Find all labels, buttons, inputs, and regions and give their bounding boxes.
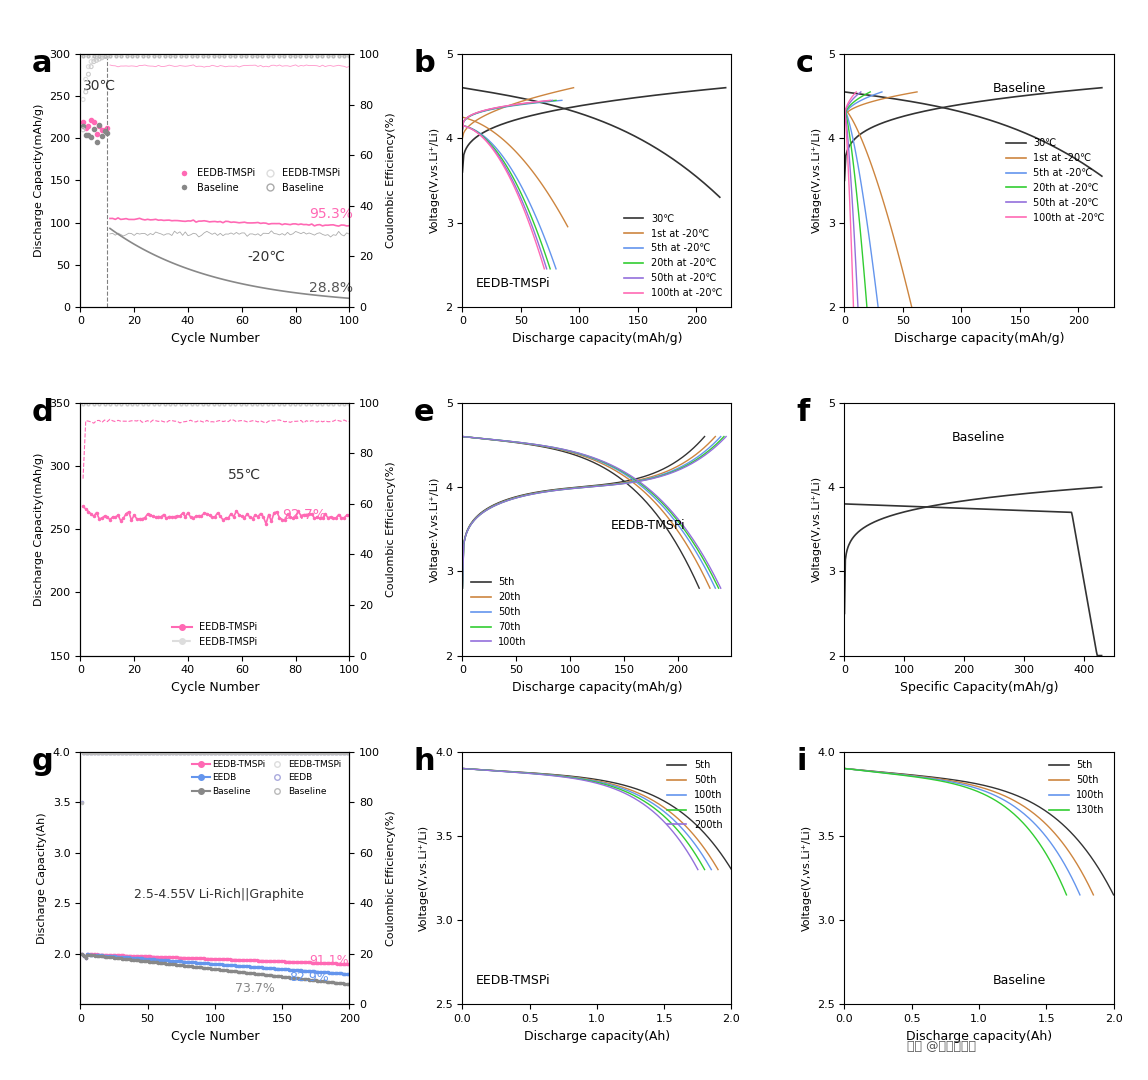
Text: h: h xyxy=(414,746,435,775)
Legend: 5th, 50th, 100th, 130th: 5th, 50th, 100th, 130th xyxy=(1045,756,1109,819)
Text: 95.3%: 95.3% xyxy=(309,207,352,221)
Point xyxy=(73,121,92,138)
Text: EEDB-TMSPi: EEDB-TMSPi xyxy=(476,974,551,987)
Legend: EEDB-TMSPi, EEDB, Baseline, EEDB-TMSPi, EEDB, Baseline: EEDB-TMSPi, EEDB, Baseline, EEDB-TMSPi, … xyxy=(188,756,344,799)
Text: Baseline: Baseline xyxy=(993,974,1046,987)
Y-axis label: Voltage:V,vs.Li⁺/Li): Voltage:V,vs.Li⁺/Li) xyxy=(430,476,440,582)
Point xyxy=(85,53,103,70)
Y-axis label: Discharge Capacity(mAh/g): Discharge Capacity(mAh/g) xyxy=(34,453,44,606)
Text: 知乎 @科学材料站: 知乎 @科学材料站 xyxy=(907,1040,976,1053)
Legend: EEDB-TMSPi, Baseline, EEDB-TMSPi, Baseline: EEDB-TMSPi, Baseline, EEDB-TMSPi, Baseli… xyxy=(171,164,344,197)
Text: EEDB-TMSPi: EEDB-TMSPi xyxy=(476,276,551,289)
Legend: EEDB-TMSPi, EEDB-TMSPi: EEDB-TMSPi, EEDB-TMSPi xyxy=(169,618,262,651)
Y-axis label: Discharge Capacity(Ah): Discharge Capacity(Ah) xyxy=(38,812,47,944)
Y-axis label: Voltage(V,vs.Li⁺/Li): Voltage(V,vs.Li⁺/Li) xyxy=(812,476,822,582)
Point xyxy=(77,83,95,100)
Y-axis label: Voltage(V,vs.Li⁺/Li): Voltage(V,vs.Li⁺/Li) xyxy=(430,127,440,233)
Text: g: g xyxy=(32,746,54,775)
Text: e: e xyxy=(414,397,435,427)
Point xyxy=(82,53,100,70)
Legend: 5th, 20th, 50th, 70th, 100th: 5th, 20th, 50th, 70th, 100th xyxy=(467,573,530,651)
Point xyxy=(90,48,108,65)
Y-axis label: Coulombic Efficiency(%): Coulombic Efficiency(%) xyxy=(386,112,396,248)
Point xyxy=(93,50,111,67)
Text: c: c xyxy=(796,49,814,78)
Text: b: b xyxy=(414,49,436,78)
Point xyxy=(77,70,95,87)
Text: 55℃: 55℃ xyxy=(228,468,262,482)
Legend: 30℃, 1st at -20℃, 5th at -20℃, 20th at -20℃, 50th at -20℃, 100th at -20℃: 30℃, 1st at -20℃, 5th at -20℃, 20th at -… xyxy=(1002,134,1109,227)
Text: -20℃: -20℃ xyxy=(247,249,285,264)
Legend: 5th, 50th, 100th, 150th, 200th: 5th, 50th, 100th, 150th, 200th xyxy=(664,756,727,834)
Text: 73.7%: 73.7% xyxy=(235,983,274,996)
Point xyxy=(98,46,116,64)
Text: Baseline: Baseline xyxy=(993,82,1046,95)
X-axis label: Discharge capacity(Ah): Discharge capacity(Ah) xyxy=(906,1029,1052,1042)
X-axis label: Discharge capacity(mAh/g): Discharge capacity(mAh/g) xyxy=(512,332,682,345)
X-axis label: Discharge capacity(mAh/g): Discharge capacity(mAh/g) xyxy=(512,680,682,693)
Text: 30℃: 30℃ xyxy=(83,79,116,93)
Point xyxy=(87,52,106,69)
X-axis label: Cycle Number: Cycle Number xyxy=(171,332,259,345)
Y-axis label: Coulombic Efficiency(%): Coulombic Efficiency(%) xyxy=(386,810,396,946)
Text: 91.1%: 91.1% xyxy=(309,954,349,967)
X-axis label: Discharge capacity(Ah): Discharge capacity(Ah) xyxy=(523,1029,670,1042)
Point xyxy=(82,58,100,76)
Point xyxy=(79,66,98,83)
Point xyxy=(95,48,114,65)
Text: i: i xyxy=(796,746,807,775)
Text: EEDB-TMSPi: EEDB-TMSPi xyxy=(611,519,685,532)
Text: d: d xyxy=(32,397,54,427)
Point xyxy=(87,50,106,67)
X-axis label: Cycle Number: Cycle Number xyxy=(171,680,259,693)
Text: 28.8%: 28.8% xyxy=(309,281,354,295)
Point xyxy=(93,48,111,65)
Legend: 30℃, 1st at -20℃, 5th at -20℃, 20th at -20℃, 50th at -20℃, 100th at -20℃: 30℃, 1st at -20℃, 5th at -20℃, 20th at -… xyxy=(620,210,727,302)
Y-axis label: Voltage(V,vs.Li⁺/Li): Voltage(V,vs.Li⁺/Li) xyxy=(812,127,822,233)
Y-axis label: Voltage(V,vs.Li⁺/Li): Voltage(V,vs.Li⁺/Li) xyxy=(419,825,429,931)
Point xyxy=(85,51,103,68)
Text: 92.7%: 92.7% xyxy=(282,508,326,522)
X-axis label: Cycle Number: Cycle Number xyxy=(171,1029,259,1042)
Y-axis label: Coulombic Efficiency(%): Coulombic Efficiency(%) xyxy=(386,461,396,597)
X-axis label: Discharge capacity(mAh/g): Discharge capacity(mAh/g) xyxy=(894,332,1064,345)
Point xyxy=(90,51,108,68)
Text: a: a xyxy=(32,49,53,78)
Y-axis label: Discharge Capacity(mAh/g): Discharge Capacity(mAh/g) xyxy=(34,104,44,257)
Point xyxy=(73,91,92,108)
Text: Baseline: Baseline xyxy=(952,431,1006,444)
Text: 82.9%: 82.9% xyxy=(289,971,328,984)
Point xyxy=(95,48,114,65)
Y-axis label: Voltage(V,vs.Li⁺/Li): Voltage(V,vs.Li⁺/Li) xyxy=(801,825,812,931)
Point xyxy=(98,48,116,65)
Text: f: f xyxy=(796,397,809,427)
X-axis label: Specific Capacity(mAh/g): Specific Capacity(mAh/g) xyxy=(900,680,1058,693)
Text: 2.5-4.55V Li-Rich||Graphite: 2.5-4.55V Li-Rich||Graphite xyxy=(134,888,304,901)
Point xyxy=(79,58,98,76)
